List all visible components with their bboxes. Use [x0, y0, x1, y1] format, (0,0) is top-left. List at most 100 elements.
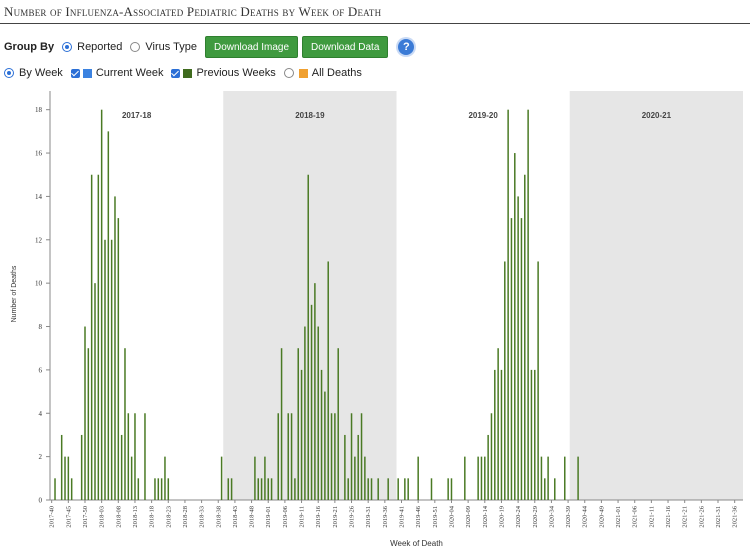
chart-title: Number of Influenza-Associated Pediatric…: [4, 4, 382, 19]
bar: [110, 239, 113, 500]
season-label: 2020-21: [642, 111, 672, 120]
bar: [227, 478, 230, 500]
x-tick-label: 2021-06: [632, 505, 639, 527]
x-tick-label: 2019-51: [432, 506, 439, 528]
bar: [294, 478, 296, 500]
bar: [504, 261, 506, 500]
virus-type-radio[interactable]: [130, 42, 141, 52]
bar: [160, 478, 163, 500]
bar: [360, 413, 363, 500]
y-tick-label: 4: [39, 410, 43, 418]
by-week-label: By Week: [19, 67, 63, 79]
bar: [540, 456, 543, 500]
bar: [417, 456, 419, 500]
bar: [494, 369, 496, 500]
bar: [107, 131, 110, 501]
y-tick-label: 2: [39, 453, 43, 461]
bar: [127, 413, 130, 500]
bar: [344, 434, 346, 500]
all-deaths-radio[interactable]: [283, 68, 294, 78]
bar: [527, 109, 529, 501]
bar: [104, 239, 106, 500]
bar: [94, 283, 96, 500]
current-week-swatch: [82, 68, 92, 78]
bar: [507, 109, 509, 501]
by-week-radio[interactable]: [4, 68, 14, 78]
x-tick-label: 2021-36: [732, 505, 739, 527]
bar: [387, 478, 389, 500]
bar: [277, 413, 279, 500]
x-tick-label: 2018-48: [249, 506, 256, 528]
reported-option[interactable]: Reported: [62, 41, 122, 53]
x-tick-label: 2019-01: [265, 506, 272, 528]
previous-weeks-option[interactable]: Previous Weeks: [171, 67, 276, 79]
bar: [367, 478, 369, 500]
bar: [450, 478, 453, 500]
x-tick-label: 2021-01: [615, 506, 622, 528]
virus-type-label: Virus Type: [145, 41, 197, 53]
download-data-button[interactable]: Download Data: [302, 36, 389, 58]
bar: [430, 478, 433, 500]
bar: [317, 326, 319, 500]
bar: [144, 413, 146, 500]
bar: [537, 261, 539, 500]
all-deaths-option[interactable]: All Deaths: [283, 67, 362, 79]
x-tick-label: 2019-41: [398, 506, 405, 528]
bar: [347, 478, 349, 500]
bar: [357, 434, 359, 500]
bar: [87, 348, 90, 500]
bar: [334, 413, 336, 500]
reported-label: Reported: [77, 41, 123, 53]
bar: [564, 456, 566, 500]
x-tick-label: 2018-28: [182, 506, 189, 528]
previous-weeks-swatch: [183, 68, 193, 78]
bar: [67, 456, 70, 500]
reported-radio[interactable]: [62, 42, 73, 52]
x-tick-label: 2019-16: [315, 505, 322, 527]
previous-weeks-checkbox[interactable]: [171, 68, 181, 78]
y-tick-label: 12: [35, 236, 43, 244]
download-image-button[interactable]: Download Image: [204, 36, 299, 58]
x-tick-label: 2018-23: [165, 506, 172, 528]
bar: [364, 456, 366, 500]
bar: [280, 348, 283, 500]
x-axis-title: Week of Death: [390, 539, 443, 548]
bar: [487, 434, 489, 500]
bar: [404, 478, 406, 500]
x-tick-label: 2020-14: [482, 505, 489, 527]
bar: [577, 456, 579, 500]
bar: [134, 413, 136, 500]
bar: [554, 478, 556, 500]
bar: [54, 478, 56, 500]
x-tick-label: 2019-21: [332, 506, 339, 528]
x-tick-label: 2020-09: [465, 506, 472, 528]
bar: [300, 369, 303, 500]
x-tick-label: 2020-04: [448, 505, 455, 527]
season-label: 2019-20: [468, 111, 498, 120]
help-icon[interactable]: ?: [398, 39, 415, 55]
bar: [264, 456, 266, 500]
bar: [324, 391, 326, 500]
season-label: 2017-18: [122, 111, 152, 120]
bar: [120, 434, 123, 500]
bar: [490, 413, 493, 500]
season-band-2020-21: [569, 91, 743, 500]
bar: [130, 456, 133, 500]
bar: [447, 478, 449, 500]
bar: [524, 174, 526, 500]
x-tick-label: 2019-06: [282, 505, 289, 527]
virus-type-option[interactable]: Virus Type: [130, 41, 197, 53]
current-week-label: Current Week: [95, 67, 164, 79]
bar: [270, 478, 273, 500]
x-tick-label: 2018-38: [215, 506, 222, 528]
y-tick-label: 16: [35, 150, 43, 158]
current-week-checkbox[interactable]: [70, 68, 80, 78]
by-week-option[interactable]: By Week: [4, 67, 63, 79]
bar: [484, 456, 486, 500]
bar: [547, 456, 549, 500]
bar: [137, 478, 140, 500]
current-week-option[interactable]: Current Week: [70, 67, 164, 79]
bar: [257, 478, 259, 500]
y-tick-label: 0: [39, 497, 43, 505]
bar: [70, 478, 73, 500]
